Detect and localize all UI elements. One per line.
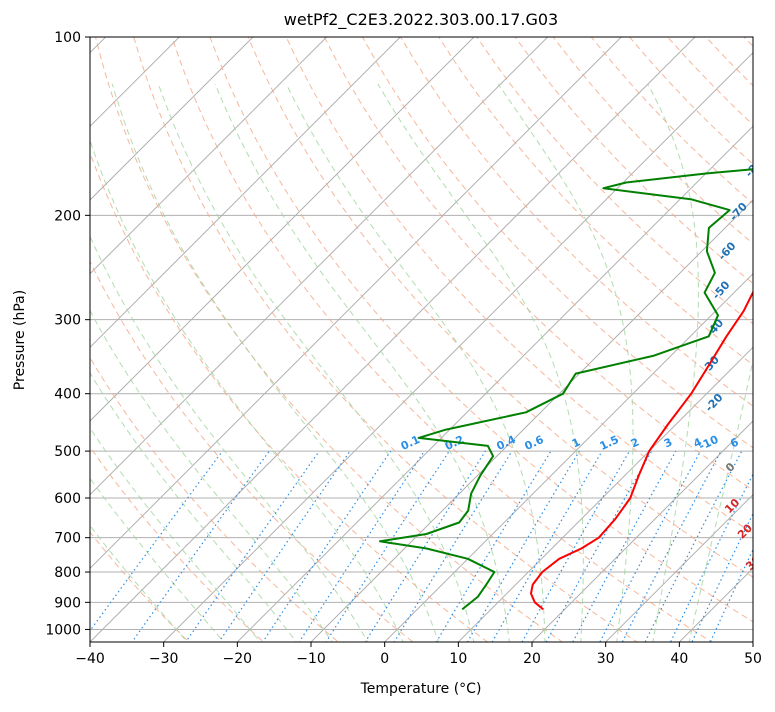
y-tick-label: 300: [54, 313, 81, 329]
y-tick-label: 800: [54, 565, 81, 581]
x-tick-label: −20: [223, 651, 253, 667]
x-tick-label: 40: [670, 651, 688, 667]
y-tick-label: 200: [54, 208, 81, 224]
chart-title: wetPf2_C2E3.2022.303.00.17.G03: [284, 10, 558, 30]
x-tick-label: 20: [523, 651, 541, 667]
y-tick-label: 500: [54, 444, 81, 460]
y-tick-label: 600: [54, 491, 81, 507]
x-tick-label: 0: [380, 651, 389, 667]
x-tick-label: −40: [75, 651, 105, 667]
x-tick-label: −30: [149, 651, 179, 667]
x-tick-label: 30: [597, 651, 615, 667]
y-tick-label: 900: [54, 595, 81, 611]
y-tick-label: 1000: [45, 622, 81, 638]
x-tick-label: −10: [296, 651, 326, 667]
y-tick-label: 400: [54, 387, 81, 403]
y-tick-label: 700: [54, 531, 81, 547]
x-tick-label: 50: [744, 651, 762, 667]
y-axis-label: Pressure (hPa): [12, 290, 28, 390]
x-axis-label: Temperature (°C): [360, 681, 482, 697]
x-tick-label: 10: [449, 651, 467, 667]
y-tick-label: 100: [54, 30, 81, 46]
